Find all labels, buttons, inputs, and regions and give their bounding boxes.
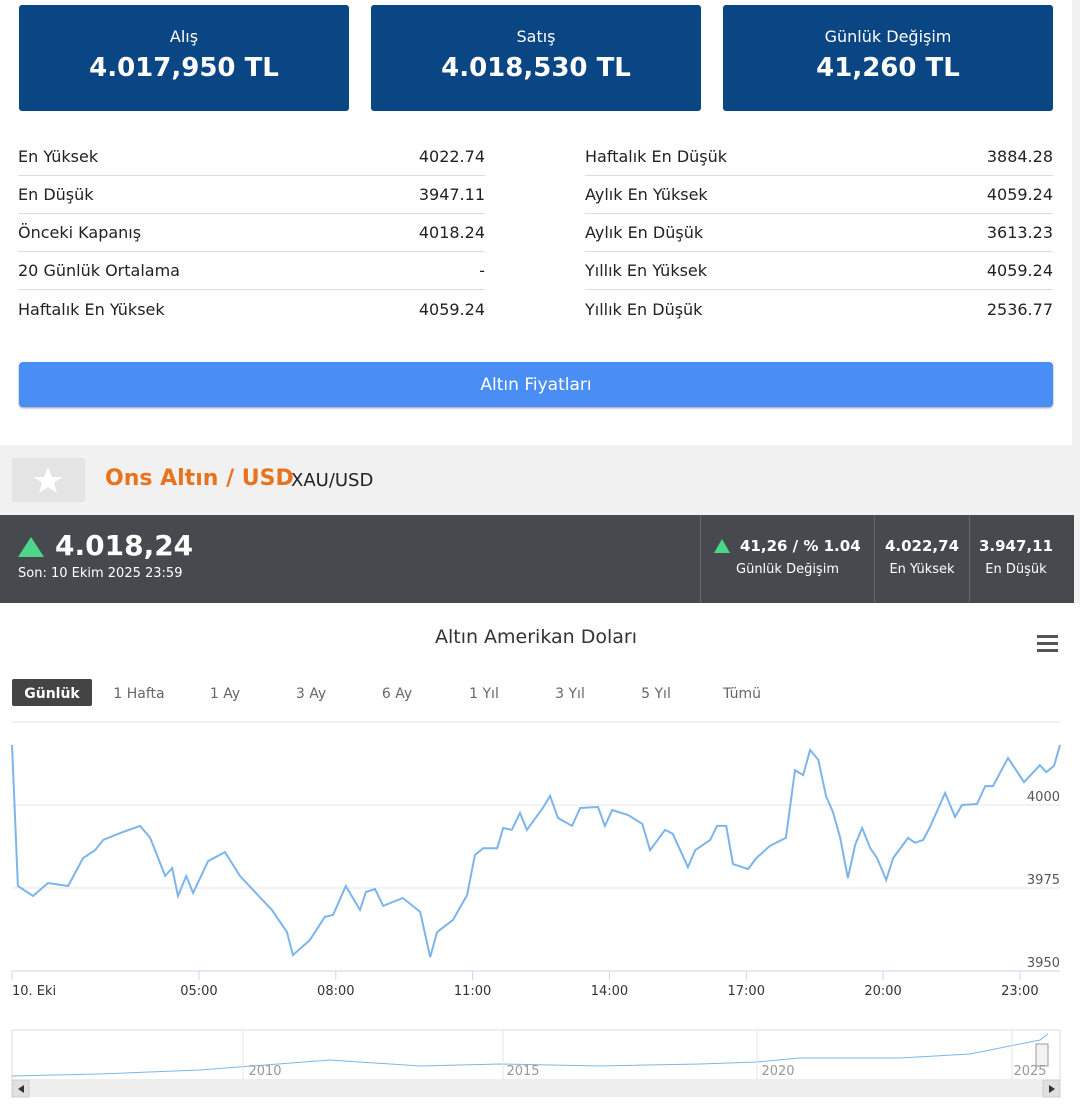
chart-title: Altın Amerikan Doları (435, 626, 637, 648)
stat-label: Haftalık En Düşük (585, 147, 728, 166)
menu-icon[interactable] (1037, 635, 1058, 652)
stat-row: Önceki Kapanış 4018.24 (18, 214, 485, 252)
stat-value: 4018.24 (418, 223, 485, 242)
quote-change-label: Günlük Değişim (736, 562, 839, 577)
range-button-selected[interactable] (12, 679, 92, 706)
stat-row: Yıllık En Düşük 2536.77 (585, 290, 1053, 328)
quote-low-label: En Düşük (985, 562, 1047, 577)
instrument-symbol: XAU/USD (291, 470, 374, 491)
stat-value: 3947.11 (418, 185, 485, 204)
stat-row: Aylık En Düşük 3613.23 (585, 214, 1053, 252)
quote-high-label: En Yüksek (889, 562, 955, 577)
favorite-button[interactable] (12, 458, 85, 502)
stat-label: Haftalık En Yüksek (18, 299, 165, 319)
stat-label: Aylık En Düşük (585, 223, 704, 242)
stat-label: En Yüksek (18, 147, 99, 166)
quote-high: 4.022,74 (884, 537, 960, 555)
stat-row: 20 Günlük Ortalama - (18, 252, 485, 290)
stat-label: Yıllık En Yüksek (585, 261, 708, 280)
info-card: Günlük Değişim 41,260 TL (723, 5, 1053, 111)
stats-left: En Yüksek 4022.74 En Düşük 3947.11 Önceki Ka… (18, 138, 485, 328)
stat-label: Aylık En Yüksek (585, 185, 708, 204)
x-tick-label: 20:00 (864, 984, 901, 999)
range-button[interactable]: 6 Ay (382, 686, 412, 702)
stat-label: Yıllık En Düşük (585, 299, 703, 319)
stat-value: 4059.24 (418, 299, 485, 319)
navigator-label: 2010 (248, 1064, 281, 1079)
x-tick-label: 10. Eki (12, 984, 56, 999)
quote-time: Son: 10 Ekim 2025 23:59 (18, 566, 183, 581)
divider (969, 515, 970, 603)
info-card: Satış 4.018,530 TL (371, 5, 701, 111)
navigator-label: 2020 (761, 1064, 794, 1079)
chart: Altın Amerikan Doları Günlük 1 Hafta 1 Ay 3… (0, 603, 1080, 1110)
up-arrow (714, 539, 730, 553)
range-button[interactable]: Tümü (722, 686, 761, 702)
stat-row: Haftalık En Düşük 3884.28 (585, 138, 1053, 176)
stat-value: 3884.28 (986, 147, 1053, 166)
navigator-label: 2015 (506, 1064, 539, 1079)
divider (874, 515, 875, 603)
x-tick-label: 23:00 (1001, 984, 1038, 999)
x-tick-label: 08:00 (317, 984, 354, 999)
stat-value: 4059.24 (986, 185, 1053, 204)
card-value: 4.017,950 TL (89, 53, 279, 83)
price-line (11, 744, 1061, 958)
stat-value: 4022.74 (418, 147, 485, 166)
scrollbar[interactable] (12, 1080, 1060, 1097)
stat-row: Aylık En Yüksek 4059.24 (585, 176, 1053, 214)
card-label: Satış (516, 27, 556, 46)
quote-change: 41,26 / % 1.04 (740, 537, 861, 555)
card-label: Alış (169, 27, 199, 46)
card-value: 41,260 TL (816, 53, 960, 83)
quote-bar: 4.018,24 Son: 10 Ekim 2025 23:59 41,26 /… (0, 515, 1074, 603)
stat-value: 4059.24 (986, 261, 1053, 280)
stat-value: - (479, 261, 485, 280)
y-tick-label: 3975 (1027, 873, 1060, 888)
stat-label: En Düşük (18, 185, 94, 204)
stat-row: En Yüksek 4022.74 (18, 138, 485, 176)
y-tick-label: 3950 (1027, 956, 1060, 971)
card-label: Günlük Değişim (824, 27, 952, 46)
stats-right: Haftalık En Düşük 3884.28 Aylık En Yüksek 4… (585, 138, 1053, 328)
stat-value: 2536.77 (986, 299, 1053, 319)
range-button[interactable]: 5 Yıl (641, 686, 671, 702)
star-icon (34, 467, 62, 493)
stat-label: 20 Günlük Ortalama (18, 261, 180, 280)
range-button[interactable]: 3 Ay (296, 686, 326, 702)
prices-button[interactable]: Altın Fiyatları (19, 362, 1053, 407)
range-button[interactable]: 3 Yıl (555, 686, 585, 702)
stat-value: 3613.23 (986, 223, 1053, 242)
instrument-name: Ons Altın / USD (105, 466, 294, 491)
stat-label: Önceki Kapanış (18, 223, 142, 242)
range-button[interactable]: 1 Yıl (469, 686, 499, 702)
x-tick-label: 17:00 (728, 984, 765, 999)
stat-row: En Düşük 3947.11 (18, 176, 485, 214)
quote-low: 3.947,11 (978, 537, 1054, 555)
range-button[interactable]: Günlük (24, 686, 80, 702)
y-tick-label: 4000 (1027, 790, 1060, 805)
navigator-label: 2025 (1013, 1064, 1046, 1079)
chart-bg (0, 603, 1080, 1110)
stat-row: Haftalık En Yüksek 4059.24 (18, 290, 485, 328)
x-tick-label: 11:00 (454, 984, 491, 999)
range-button[interactable]: 1 Ay (210, 686, 240, 702)
quote-price: 4.018,24 (55, 529, 194, 562)
x-tick-label: 05:00 (180, 984, 217, 999)
card-value: 4.018,530 TL (441, 53, 631, 83)
up-arrow (18, 537, 44, 557)
info-card: Alış 4.017,950 TL (19, 5, 349, 111)
divider (700, 515, 701, 603)
navigator-handle[interactable] (1035, 1043, 1049, 1067)
stat-row: Yıllık En Yüksek 4059.24 (585, 252, 1053, 290)
x-tick-label: 14:00 (591, 984, 628, 999)
range-button[interactable]: 1 Hafta (113, 686, 164, 702)
